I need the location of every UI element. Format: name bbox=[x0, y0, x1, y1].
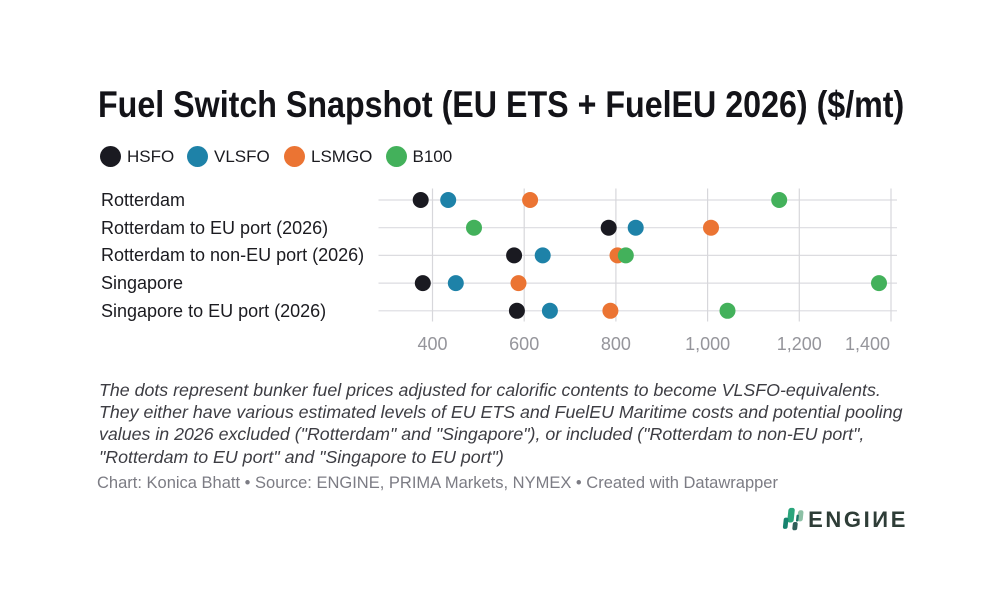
svg-text:600: 600 bbox=[509, 334, 539, 354]
svg-text:1,200: 1,200 bbox=[777, 334, 822, 354]
svg-text:1,000: 1,000 bbox=[685, 334, 730, 354]
svg-text:800: 800 bbox=[601, 334, 631, 354]
svg-text:1,400: 1,400 bbox=[845, 334, 890, 354]
svg-text:ENGIИE: ENGIИE bbox=[808, 507, 908, 532]
svg-text:400: 400 bbox=[417, 334, 447, 354]
